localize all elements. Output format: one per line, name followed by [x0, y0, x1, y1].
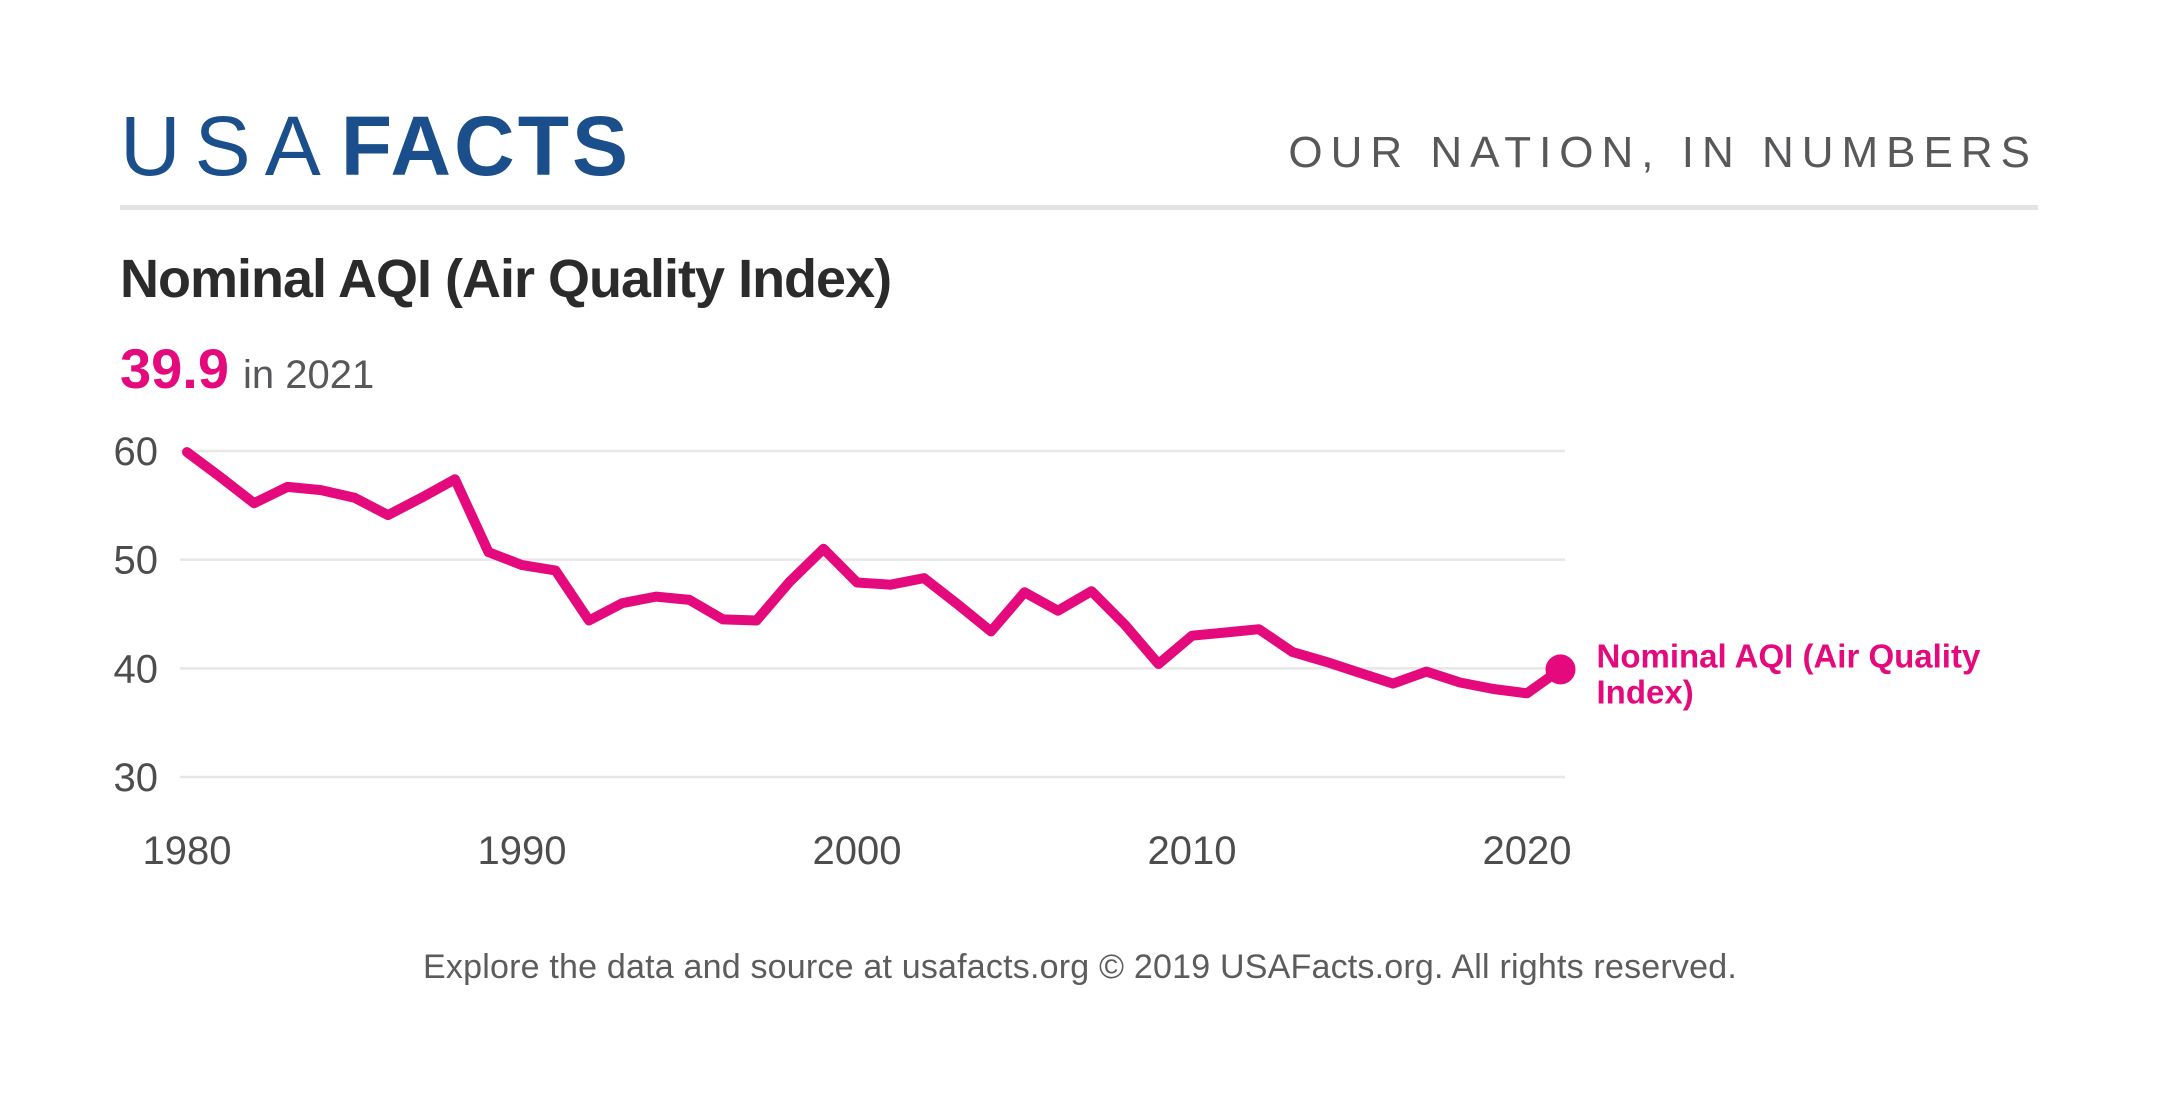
logo-usa-text: USA: [120, 99, 335, 193]
logo-facts-text: FACTS: [340, 99, 632, 193]
highlight-value: 39.9: [120, 337, 229, 400]
header-divider: [120, 205, 2038, 210]
x-tick-label-1990: 1990: [478, 829, 567, 873]
y-tick-label-50: 50: [114, 539, 159, 583]
x-tick-label-1980: 1980: [143, 829, 232, 873]
x-tick-label-2000: 2000: [813, 829, 902, 873]
y-tick-label-40: 40: [114, 647, 159, 691]
footer-attribution: Explore the data and source at usafacts.…: [423, 948, 1737, 986]
aqi-data-line: [182, 447, 1566, 699]
usafacts-logo: USAFACTS: [120, 104, 631, 188]
highlight-suffix: in 2021: [243, 353, 375, 397]
series-legend-line-1: Nominal AQI (Air Quality: [1597, 637, 1981, 674]
y-tick-label-30: 30: [114, 756, 159, 800]
series-legend-line-2: Index): [1597, 673, 1694, 710]
y-tick-label-60: 60: [114, 430, 159, 474]
x-tick-label-2010: 2010: [1148, 829, 1237, 873]
page-title: Nominal AQI (Air Quality Index): [120, 249, 892, 309]
line-end-dot: [1545, 654, 1576, 685]
x-tick-label-2020: 2020: [1483, 829, 1572, 873]
tagline: OUR NATION, IN NUMBERS: [1288, 128, 2038, 177]
highlight-value-row: 39.9 in 2021: [120, 336, 374, 401]
